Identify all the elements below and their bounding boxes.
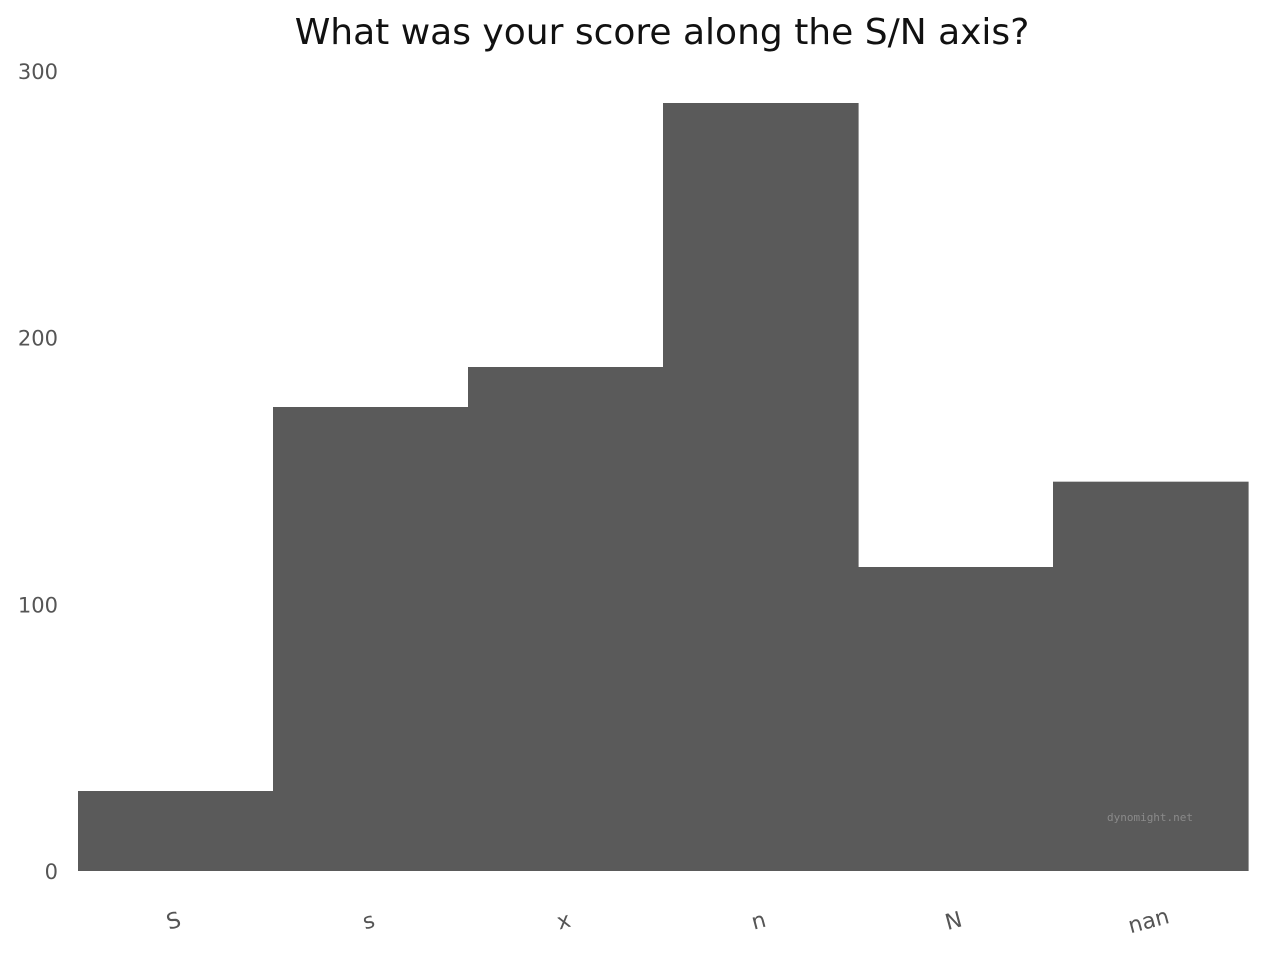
bar-N: [858, 567, 1054, 871]
y-axis-ticks: 0 100 200 300: [18, 60, 58, 884]
bars: [78, 103, 1249, 871]
bar-S: [78, 791, 274, 871]
bar-s: [273, 407, 469, 871]
x-tick-label: n: [749, 908, 769, 936]
y-tick-label: 300: [18, 60, 58, 84]
y-tick-label: 100: [18, 593, 58, 617]
x-tick-label: N: [943, 908, 965, 936]
x-tick-label: S: [164, 908, 184, 936]
x-tick-label: x: [554, 908, 573, 936]
y-tick-label: 0: [45, 860, 58, 884]
chart-title: What was your score along the S/N axis?: [295, 12, 1030, 53]
bar-x: [468, 367, 664, 871]
bar-n: [663, 103, 859, 871]
y-tick-label: 200: [18, 327, 58, 351]
x-tick-label: nan: [1126, 904, 1172, 939]
bar-nan: [1053, 481, 1249, 871]
watermark: dynomight.net: [1107, 811, 1193, 824]
x-tick-label: s: [360, 908, 378, 935]
